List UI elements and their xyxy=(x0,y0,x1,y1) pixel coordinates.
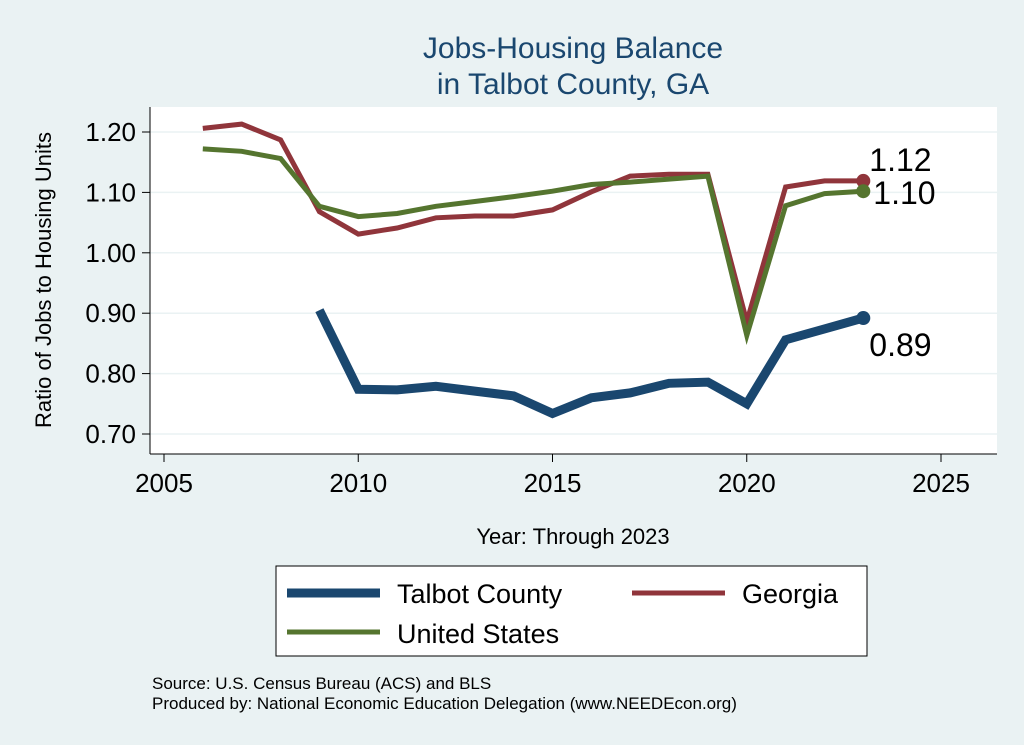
legend: Talbot County Georgia United States xyxy=(275,565,868,657)
gridlines xyxy=(150,131,997,435)
x-tick-label: 2025 xyxy=(912,468,970,498)
plot-area xyxy=(150,107,997,454)
series-lines xyxy=(202,121,865,419)
y-axis-title: Ratio of Jobs to Housing Units xyxy=(31,132,56,428)
legend-box xyxy=(275,565,868,657)
series-line-talbot-county xyxy=(315,308,865,419)
chart-title-line-2: in Talbot County, GA xyxy=(437,68,709,101)
end-markers xyxy=(856,173,871,326)
y-tick-label: 0.90 xyxy=(85,298,136,328)
end-marker-united-states xyxy=(856,184,871,199)
source-line-1: Source: U.S. Census Bureau (ACS) and BLS xyxy=(152,674,491,693)
axes: 0.70 0.80 0.90 1.00 1.10 1.20 2005 2010 2015 2020… xyxy=(31,107,997,549)
x-tick-label: 2015 xyxy=(524,468,582,498)
x-tick-label: 2005 xyxy=(135,468,193,498)
y-tick-label: 1.20 xyxy=(85,117,136,147)
series-line-united-states xyxy=(202,146,864,346)
end-label-georgia: 1.12 xyxy=(869,142,931,178)
legend-label-georgia: Georgia xyxy=(742,579,839,609)
y-tick-label: 1.00 xyxy=(85,238,136,268)
chart-title-line-1: Jobs-Housing Balance xyxy=(423,32,723,65)
x-axis-title: Year: Through 2023 xyxy=(476,524,669,549)
end-marker-georgia xyxy=(856,173,871,188)
end-labels: 0.89 1.121.10 xyxy=(869,142,935,363)
x-tick-label: 2020 xyxy=(718,468,776,498)
legend-label-talbot-county: Talbot County xyxy=(397,579,563,609)
end-label-united-states: 1.10 xyxy=(873,175,935,211)
end-marker-talbot-county xyxy=(856,311,871,326)
y-tick-label: 0.70 xyxy=(85,419,136,449)
end-label-talbot-county: 0.89 xyxy=(869,327,931,363)
x-tick-label: 2010 xyxy=(329,468,387,498)
y-tick-label: 1.10 xyxy=(85,177,136,207)
y-tick-label: 0.80 xyxy=(85,359,136,389)
source-line-2: Produced by: National Economic Education… xyxy=(152,694,737,713)
legend-label-united-states: United States xyxy=(397,619,559,649)
